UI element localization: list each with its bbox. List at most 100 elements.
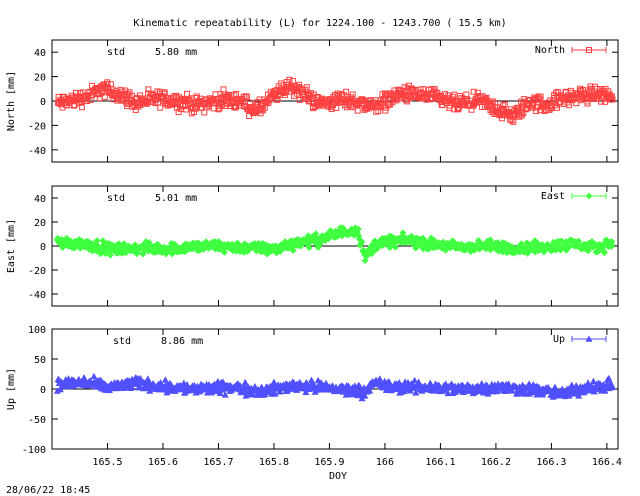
up-point [575, 392, 583, 399]
north-point [468, 106, 475, 113]
east-point [305, 244, 313, 252]
north-point [609, 96, 616, 103]
north-point [500, 102, 507, 109]
up-y-tick-label: -50 [28, 415, 46, 426]
up-point [361, 392, 369, 399]
north-point [303, 84, 310, 91]
east-point [168, 250, 176, 258]
up-point [216, 389, 224, 396]
up-point [276, 387, 284, 395]
north-point [231, 92, 238, 99]
x-tick-label: 166.3 [536, 457, 566, 468]
up-y-tick-label: 50 [34, 355, 46, 366]
north-point [423, 94, 430, 101]
east-y-tick-label: -20 [28, 266, 46, 277]
up-y-tick-label: 100 [28, 325, 46, 336]
north-legend-label: North [535, 45, 565, 56]
north-point [296, 81, 303, 88]
north-series-points [55, 76, 616, 125]
x-tick-label: 165.9 [314, 457, 344, 468]
up-point [383, 386, 391, 393]
east-point [93, 237, 101, 245]
north-point [306, 98, 313, 105]
east-point [122, 249, 130, 257]
north-point [79, 89, 86, 96]
north-y-tick-label: 20 [34, 73, 46, 84]
up-point [609, 383, 617, 390]
up-point [366, 387, 374, 394]
up-point [90, 372, 98, 380]
north-point [343, 88, 350, 95]
x-tick-label: 165.8 [259, 457, 289, 468]
x-tick-label: 166.2 [481, 457, 511, 468]
east-point [585, 192, 593, 200]
north-point [463, 96, 470, 103]
east-point [97, 250, 105, 258]
up-panel: -100 -50 0 50 100 165.5 165.6 165.7 165.8 165.9 16… [6, 325, 622, 468]
up-point [136, 382, 144, 390]
up-point [525, 380, 533, 387]
east-y-tick-label: -40 [28, 290, 46, 301]
x-tick-label: 166 [376, 457, 394, 468]
north-std-label: std [107, 47, 125, 58]
north-point [554, 88, 561, 95]
up-legend-label: Up [553, 334, 565, 345]
up-point [236, 382, 244, 389]
up-point [589, 377, 597, 385]
north-point [375, 108, 382, 115]
east-point [608, 241, 616, 249]
up-point [56, 385, 64, 393]
east-point [392, 243, 399, 251]
east-point [358, 238, 366, 246]
north-point [64, 102, 71, 109]
east-point [558, 237, 565, 245]
east-point [354, 225, 362, 233]
north-point [215, 106, 222, 113]
north-point [281, 92, 288, 99]
north-y-axis-label: North [mm] [6, 71, 17, 131]
north-panel: -40 -20 0 20 40 North [mm] std 5.80 mm North [6, 39, 619, 163]
up-y-tick-label: 0 [40, 385, 46, 396]
up-point [221, 391, 229, 398]
east-point [106, 251, 114, 259]
x-axis-label: DOY [329, 471, 347, 482]
north-y-tick-label: 40 [34, 48, 46, 59]
east-point [289, 247, 297, 254]
north-point [354, 107, 361, 114]
up-std-label: std [113, 336, 131, 347]
east-panel: -40 -20 0 20 40 East [mm] std 5.01 mm East [6, 185, 619, 307]
up-point [412, 389, 420, 396]
east-point [361, 257, 369, 264]
chart-title: Kinematic repeatability (L) for 1224.100… [133, 18, 506, 29]
north-std-value: 5.80 mm [155, 47, 197, 58]
east-y-tick-label: 40 [34, 194, 46, 205]
east-y-tick-label: 0 [40, 242, 46, 253]
up-y-tick-label: -100 [22, 445, 46, 456]
north-point [573, 100, 580, 107]
north-point [393, 97, 400, 104]
north-point [533, 108, 540, 115]
north-point [470, 88, 477, 95]
east-y-axis-label: East [mm] [6, 219, 17, 273]
north-point [537, 93, 544, 100]
east-point [442, 246, 450, 254]
x-tick-label: 166.4 [592, 457, 622, 468]
north-point [530, 104, 537, 111]
north-y-tick-label: -20 [28, 121, 46, 132]
up-point [605, 374, 613, 382]
x-tick-label: 166.1 [425, 457, 455, 468]
north-point [341, 92, 348, 99]
north-point [161, 89, 168, 96]
north-point [192, 105, 199, 112]
east-point [162, 250, 170, 258]
up-series-points [53, 372, 617, 402]
north-point [93, 84, 100, 91]
east-legend-label: East [541, 191, 565, 202]
north-point [586, 47, 592, 53]
up-point [376, 375, 384, 382]
north-point [183, 90, 190, 97]
north-point [401, 84, 408, 91]
east-std-value: 5.01 mm [155, 193, 197, 204]
north-point [521, 96, 528, 103]
north-point [406, 93, 413, 100]
